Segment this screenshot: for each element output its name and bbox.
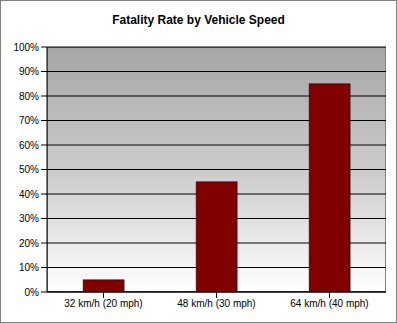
svg-text:60%: 60% bbox=[19, 140, 39, 151]
svg-text:70%: 70% bbox=[19, 115, 39, 126]
svg-text:50%: 50% bbox=[19, 164, 39, 175]
svg-text:32 km/h (20 mph): 32 km/h (20 mph) bbox=[64, 298, 142, 309]
svg-text:40%: 40% bbox=[19, 189, 39, 200]
html-text:Fatality Rate by Vehicle Speed: Fatality Rate by Vehicle Speed bbox=[112, 13, 285, 27]
svg-text:0%: 0% bbox=[25, 287, 40, 298]
svg-text:90%: 90% bbox=[19, 66, 39, 77]
svg-text:30%: 30% bbox=[19, 213, 39, 224]
svg-text:10%: 10% bbox=[19, 262, 39, 273]
svg-text:80%: 80% bbox=[19, 91, 39, 102]
svg-text:20%: 20% bbox=[19, 238, 39, 249]
svg-text:100%: 100% bbox=[13, 42, 39, 53]
svg-text:64 km/h (40 mph): 64 km/h (40 mph) bbox=[290, 298, 368, 309]
svg-text:48 km/h (30 mph): 48 km/h (30 mph) bbox=[177, 298, 255, 309]
